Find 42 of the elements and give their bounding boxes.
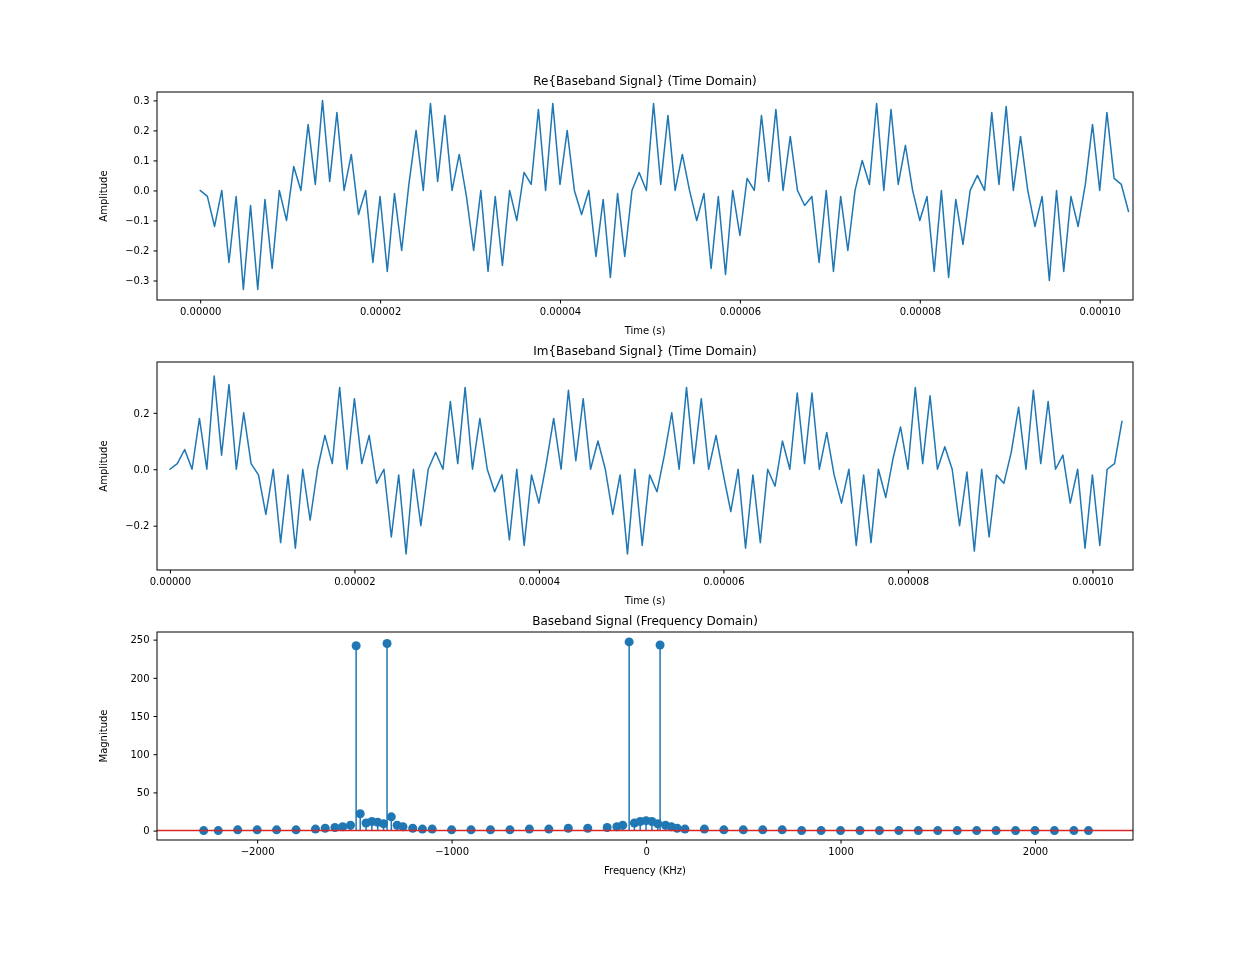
y-tick-label: 250: [130, 634, 150, 646]
chart-title: Im{Baseband Signal} (Time Domain): [533, 344, 757, 358]
y-tick-label: −0.2: [125, 520, 150, 532]
x-tick-label: 0.00002: [359, 305, 402, 317]
x-tick-label: 0.00000: [149, 575, 192, 587]
y-tick-label: 0.0: [133, 185, 150, 197]
y-tick-label: −0.1: [125, 215, 150, 227]
y-axis-title: Amplitude: [98, 440, 109, 492]
y-tick-label: 100: [130, 748, 150, 760]
x-tick-label: 0.00004: [518, 575, 561, 587]
y-axis-title: Magnitude: [98, 709, 109, 763]
x-tick-label: 0.00006: [719, 305, 762, 317]
x-tick-label: 0.00000: [180, 305, 222, 317]
y-tick-label: 150: [130, 710, 150, 722]
y-tick-label: −0.2: [125, 245, 150, 257]
x-tick-label: 0.00002: [334, 575, 376, 587]
y-tick-label: 50: [136, 787, 150, 799]
x-tick-label: 0.00004: [539, 305, 582, 317]
x-tick-label: 0.00008: [887, 575, 930, 587]
y-tick-label: 0.2: [133, 125, 150, 137]
y-tick-label: −0.3: [125, 275, 150, 287]
x-tick-label: 2000: [1022, 845, 1049, 857]
x-tick-label: 0.00008: [899, 305, 941, 317]
x-axis-title: Time (s): [623, 595, 666, 606]
chart-title: Re{Baseband Signal} (Time Domain): [533, 74, 757, 88]
y-tick-label: 0.1: [133, 155, 150, 167]
y-tick-label: 0.0: [133, 463, 150, 475]
x-tick-label: 0.00006: [703, 575, 745, 587]
x-tick-label: −1000: [435, 845, 470, 857]
x-axis-title: Frequency (KHz): [604, 865, 687, 876]
x-tick-label: 1000: [828, 845, 854, 857]
x-tick-label: 0.00010: [1079, 305, 1121, 317]
x-tick-label: 0: [643, 845, 650, 857]
y-tick-label: 0.3: [133, 95, 150, 107]
chart-title: Baseband Signal (Frequency Domain): [532, 614, 758, 628]
y-axis-title: Amplitude: [98, 170, 109, 222]
x-tick-label: 0.00010: [1072, 575, 1114, 587]
x-tick-label: −2000: [240, 845, 275, 857]
x-axis-title: Time (s): [623, 325, 666, 336]
y-tick-label: 200: [130, 672, 150, 684]
y-tick-label: 0: [143, 825, 150, 837]
y-tick-label: 0.2: [133, 407, 150, 419]
